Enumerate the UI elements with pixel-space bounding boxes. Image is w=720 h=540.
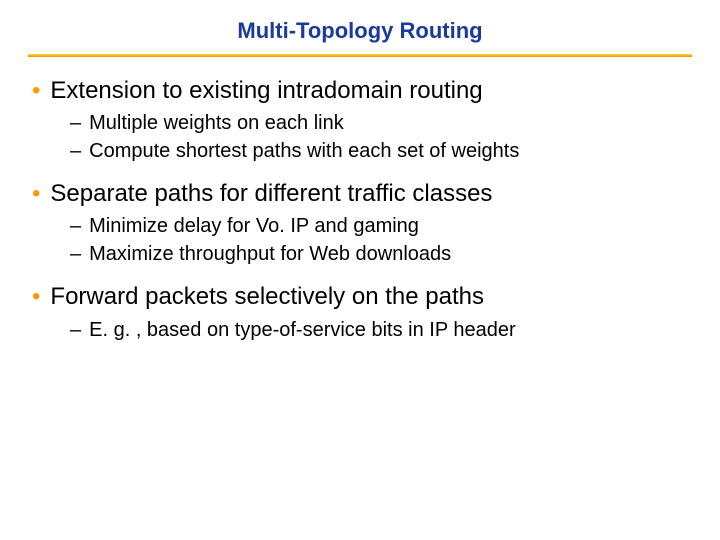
sub-bullet-text: Maximize throughput for Web downloads (89, 241, 451, 267)
bullet-section: • Forward packets selectively on the pat… (32, 281, 692, 342)
bullet-main-row: • Forward packets selectively on the pat… (32, 281, 692, 312)
bullet-main-row: • Separate paths for different traffic c… (32, 178, 692, 209)
sub-dash-icon: – (70, 317, 81, 343)
sub-bullet-text: Multiple weights on each link (89, 110, 344, 136)
sub-bullet-row: – Compute shortest paths with each set o… (70, 138, 692, 164)
sub-bullet-row: – Minimize delay for Vo. IP and gaming (70, 213, 692, 239)
bullet-dot-icon: • (32, 180, 40, 209)
sub-dash-icon: – (70, 213, 81, 239)
sub-dash-icon: – (70, 138, 81, 164)
sub-dash-icon: – (70, 110, 81, 136)
sub-bullet-row: – Multiple weights on each link (70, 110, 692, 136)
title-divider (28, 54, 692, 57)
sub-bullet-row: – Maximize throughput for Web downloads (70, 241, 692, 267)
sub-bullet-text: E. g. , based on type-of-service bits in… (89, 317, 516, 343)
bullet-main-text: Extension to existing intradomain routin… (50, 75, 482, 106)
bullet-main-row: • Extension to existing intradomain rout… (32, 75, 692, 106)
slide-content: • Extension to existing intradomain rout… (28, 75, 692, 343)
sub-bullet-row: – E. g. , based on type-of-service bits … (70, 317, 692, 343)
bullet-dot-icon: • (32, 283, 40, 312)
bullet-section: • Separate paths for different traffic c… (32, 178, 692, 267)
bullet-section: • Extension to existing intradomain rout… (32, 75, 692, 164)
bullet-main-text: Forward packets selectively on the paths (50, 281, 484, 312)
bullet-dot-icon: • (32, 77, 40, 106)
bullet-main-text: Separate paths for different traffic cla… (50, 178, 492, 209)
slide-container: Multi-Topology Routing • Extension to ex… (0, 0, 720, 540)
slide-title: Multi-Topology Routing (28, 18, 692, 44)
sub-bullet-text: Compute shortest paths with each set of … (89, 138, 519, 164)
sub-bullet-text: Minimize delay for Vo. IP and gaming (89, 213, 419, 239)
sub-dash-icon: – (70, 241, 81, 267)
